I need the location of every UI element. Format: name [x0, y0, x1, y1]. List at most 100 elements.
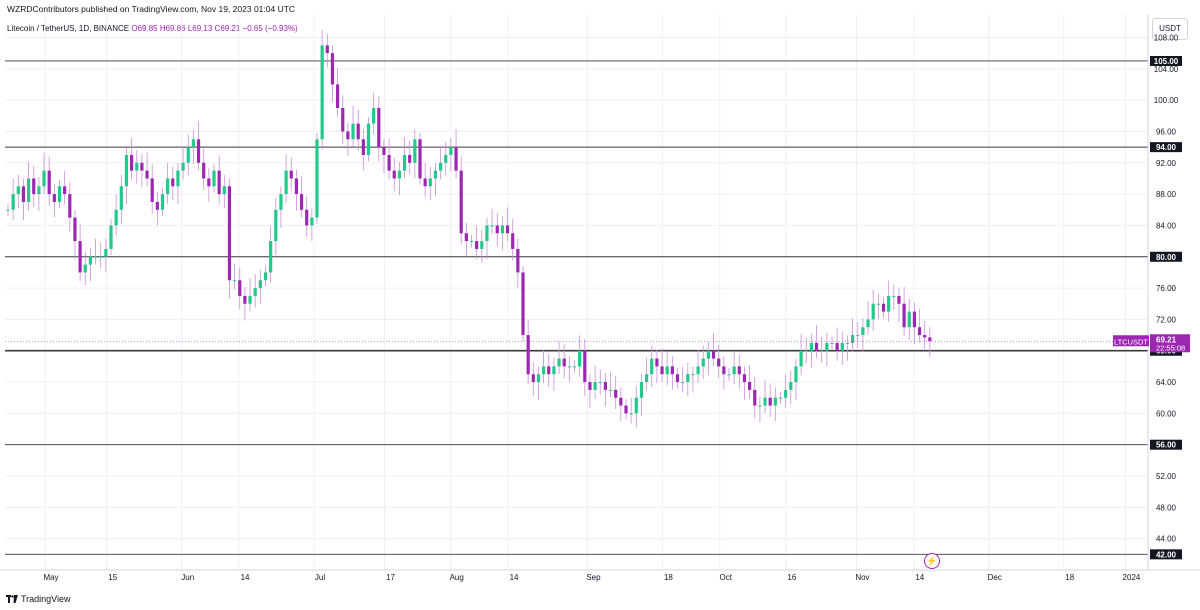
candle-body	[701, 358, 705, 367]
candle-body	[567, 366, 571, 368]
candle-body	[253, 288, 257, 296]
y-tick-label: 60.00	[1156, 409, 1177, 418]
x-tick-label: 2024	[1123, 573, 1141, 582]
candle-body	[145, 170, 149, 179]
candle-body	[732, 366, 736, 375]
candle-body	[444, 154, 448, 163]
candle-body	[871, 303, 875, 320]
candle-body	[289, 170, 293, 179]
candle-body	[917, 327, 922, 336]
y-tick-label: 72.00	[1156, 315, 1177, 324]
x-tick-label: 14	[241, 573, 250, 582]
price-tags: 105.0094.0080.0068.0056.0042.00LTCUSDT69…	[5, 55, 1190, 560]
candle-body	[217, 170, 221, 195]
candle-body	[186, 147, 190, 163]
candle-body	[665, 366, 669, 375]
candle-body	[495, 225, 499, 234]
candle-body	[464, 233, 468, 242]
candle-body	[619, 397, 623, 406]
candle-body	[341, 107, 345, 132]
candle-body	[711, 350, 716, 359]
candle-body	[598, 382, 602, 384]
candle-body	[361, 139, 365, 155]
level-tag-label: 42.00	[1156, 550, 1177, 559]
time-axis[interactable]: May 15 Jun 14 Jul 17 Aug 14 Sep 18 Oct 16 Nov 14 Dec 18…	[43, 573, 1140, 582]
candle-body	[660, 366, 664, 375]
candle-body	[881, 303, 886, 312]
y-tick-label: 44.00	[1156, 535, 1177, 544]
candle-body	[176, 170, 180, 187]
symbol-name[interactable]: Litecoin / TetherUS, 1D, BINANCE	[7, 24, 130, 33]
candle-body	[109, 225, 113, 249]
candle-body	[861, 327, 865, 336]
countdown-label: 22:55:08	[1156, 343, 1185, 352]
level-tag-label: 105.00	[1154, 57, 1179, 66]
candle-body	[768, 397, 772, 406]
candle-body	[366, 123, 371, 155]
candle-body	[413, 139, 417, 163]
candle-body	[691, 374, 695, 376]
candle-body	[418, 139, 422, 179]
candle-body	[181, 162, 185, 171]
candle-body	[727, 374, 731, 376]
candle-body	[124, 154, 129, 187]
x-tick-label: Oct	[720, 573, 733, 582]
x-tick-label: Dec	[988, 573, 1002, 582]
candle-body	[93, 256, 98, 258]
level-tag-bg	[1150, 142, 1182, 153]
candle-body	[583, 350, 587, 383]
price-axis[interactable]: 44.0048.0052.0056.0060.0064.0068.0072.00…	[1154, 33, 1179, 543]
level-lines[interactable]	[5, 60, 1148, 555]
candle-body	[572, 366, 577, 368]
candle-body	[516, 248, 520, 273]
candle-body	[923, 335, 927, 338]
symbol-tag-label: LTCUSDT	[1114, 337, 1148, 346]
currency-button[interactable]: USDT	[1152, 18, 1188, 40]
candle-body	[480, 241, 484, 249]
candle-body	[68, 194, 72, 218]
publish-header: WZRDContributors published on TradingVie…	[7, 4, 296, 14]
level-tag-bg	[1150, 55, 1182, 66]
candle-body	[114, 209, 118, 226]
ohlc-values: O69.85 H69.86 L69.13 C69.21 −0.65 (−0.93…	[131, 24, 298, 33]
candle-body	[37, 186, 41, 195]
candle-body	[500, 225, 504, 234]
candle-body	[346, 131, 350, 140]
x-tick-label: May	[43, 573, 58, 582]
symbol-legend: Litecoin / TetherUS, 1D, BINANCE O69.85 …	[7, 24, 298, 33]
x-tick-label: Aug	[450, 573, 464, 582]
candle-body	[686, 374, 690, 383]
candle-body	[485, 225, 489, 242]
candle-body	[78, 241, 82, 273]
level-tag-label: 80.00	[1156, 253, 1177, 262]
candle-body	[274, 209, 278, 242]
footer-brand: TradingView	[21, 594, 71, 604]
candle-body	[475, 241, 479, 249]
candle-body	[912, 311, 916, 328]
y-tick-label: 108.00	[1154, 33, 1179, 42]
x-tick-label: Sep	[586, 573, 601, 582]
lightning-icon[interactable]: ⚡	[924, 553, 940, 569]
x-tick-label: 15	[108, 573, 117, 582]
candle-body	[336, 84, 340, 108]
candle-body	[593, 382, 597, 390]
candle-body	[748, 382, 752, 390]
candle-body	[243, 295, 247, 304]
candle-body	[552, 366, 556, 375]
candle-body	[351, 123, 355, 140]
grid-layer	[5, 14, 1148, 570]
tradingview-logo-icon	[6, 595, 18, 603]
candle-body	[902, 303, 906, 328]
x-tick-label: Jun	[181, 573, 194, 582]
x-tick-label: 17	[386, 573, 395, 582]
candle-body	[433, 170, 438, 179]
candle-body	[171, 178, 175, 187]
candle-body	[505, 225, 510, 234]
candle-body	[196, 139, 201, 163]
candle-body	[645, 374, 649, 383]
candle-body	[454, 147, 458, 171]
candle-body	[897, 295, 901, 304]
candle-body	[907, 311, 911, 328]
candle-body	[315, 139, 319, 218]
